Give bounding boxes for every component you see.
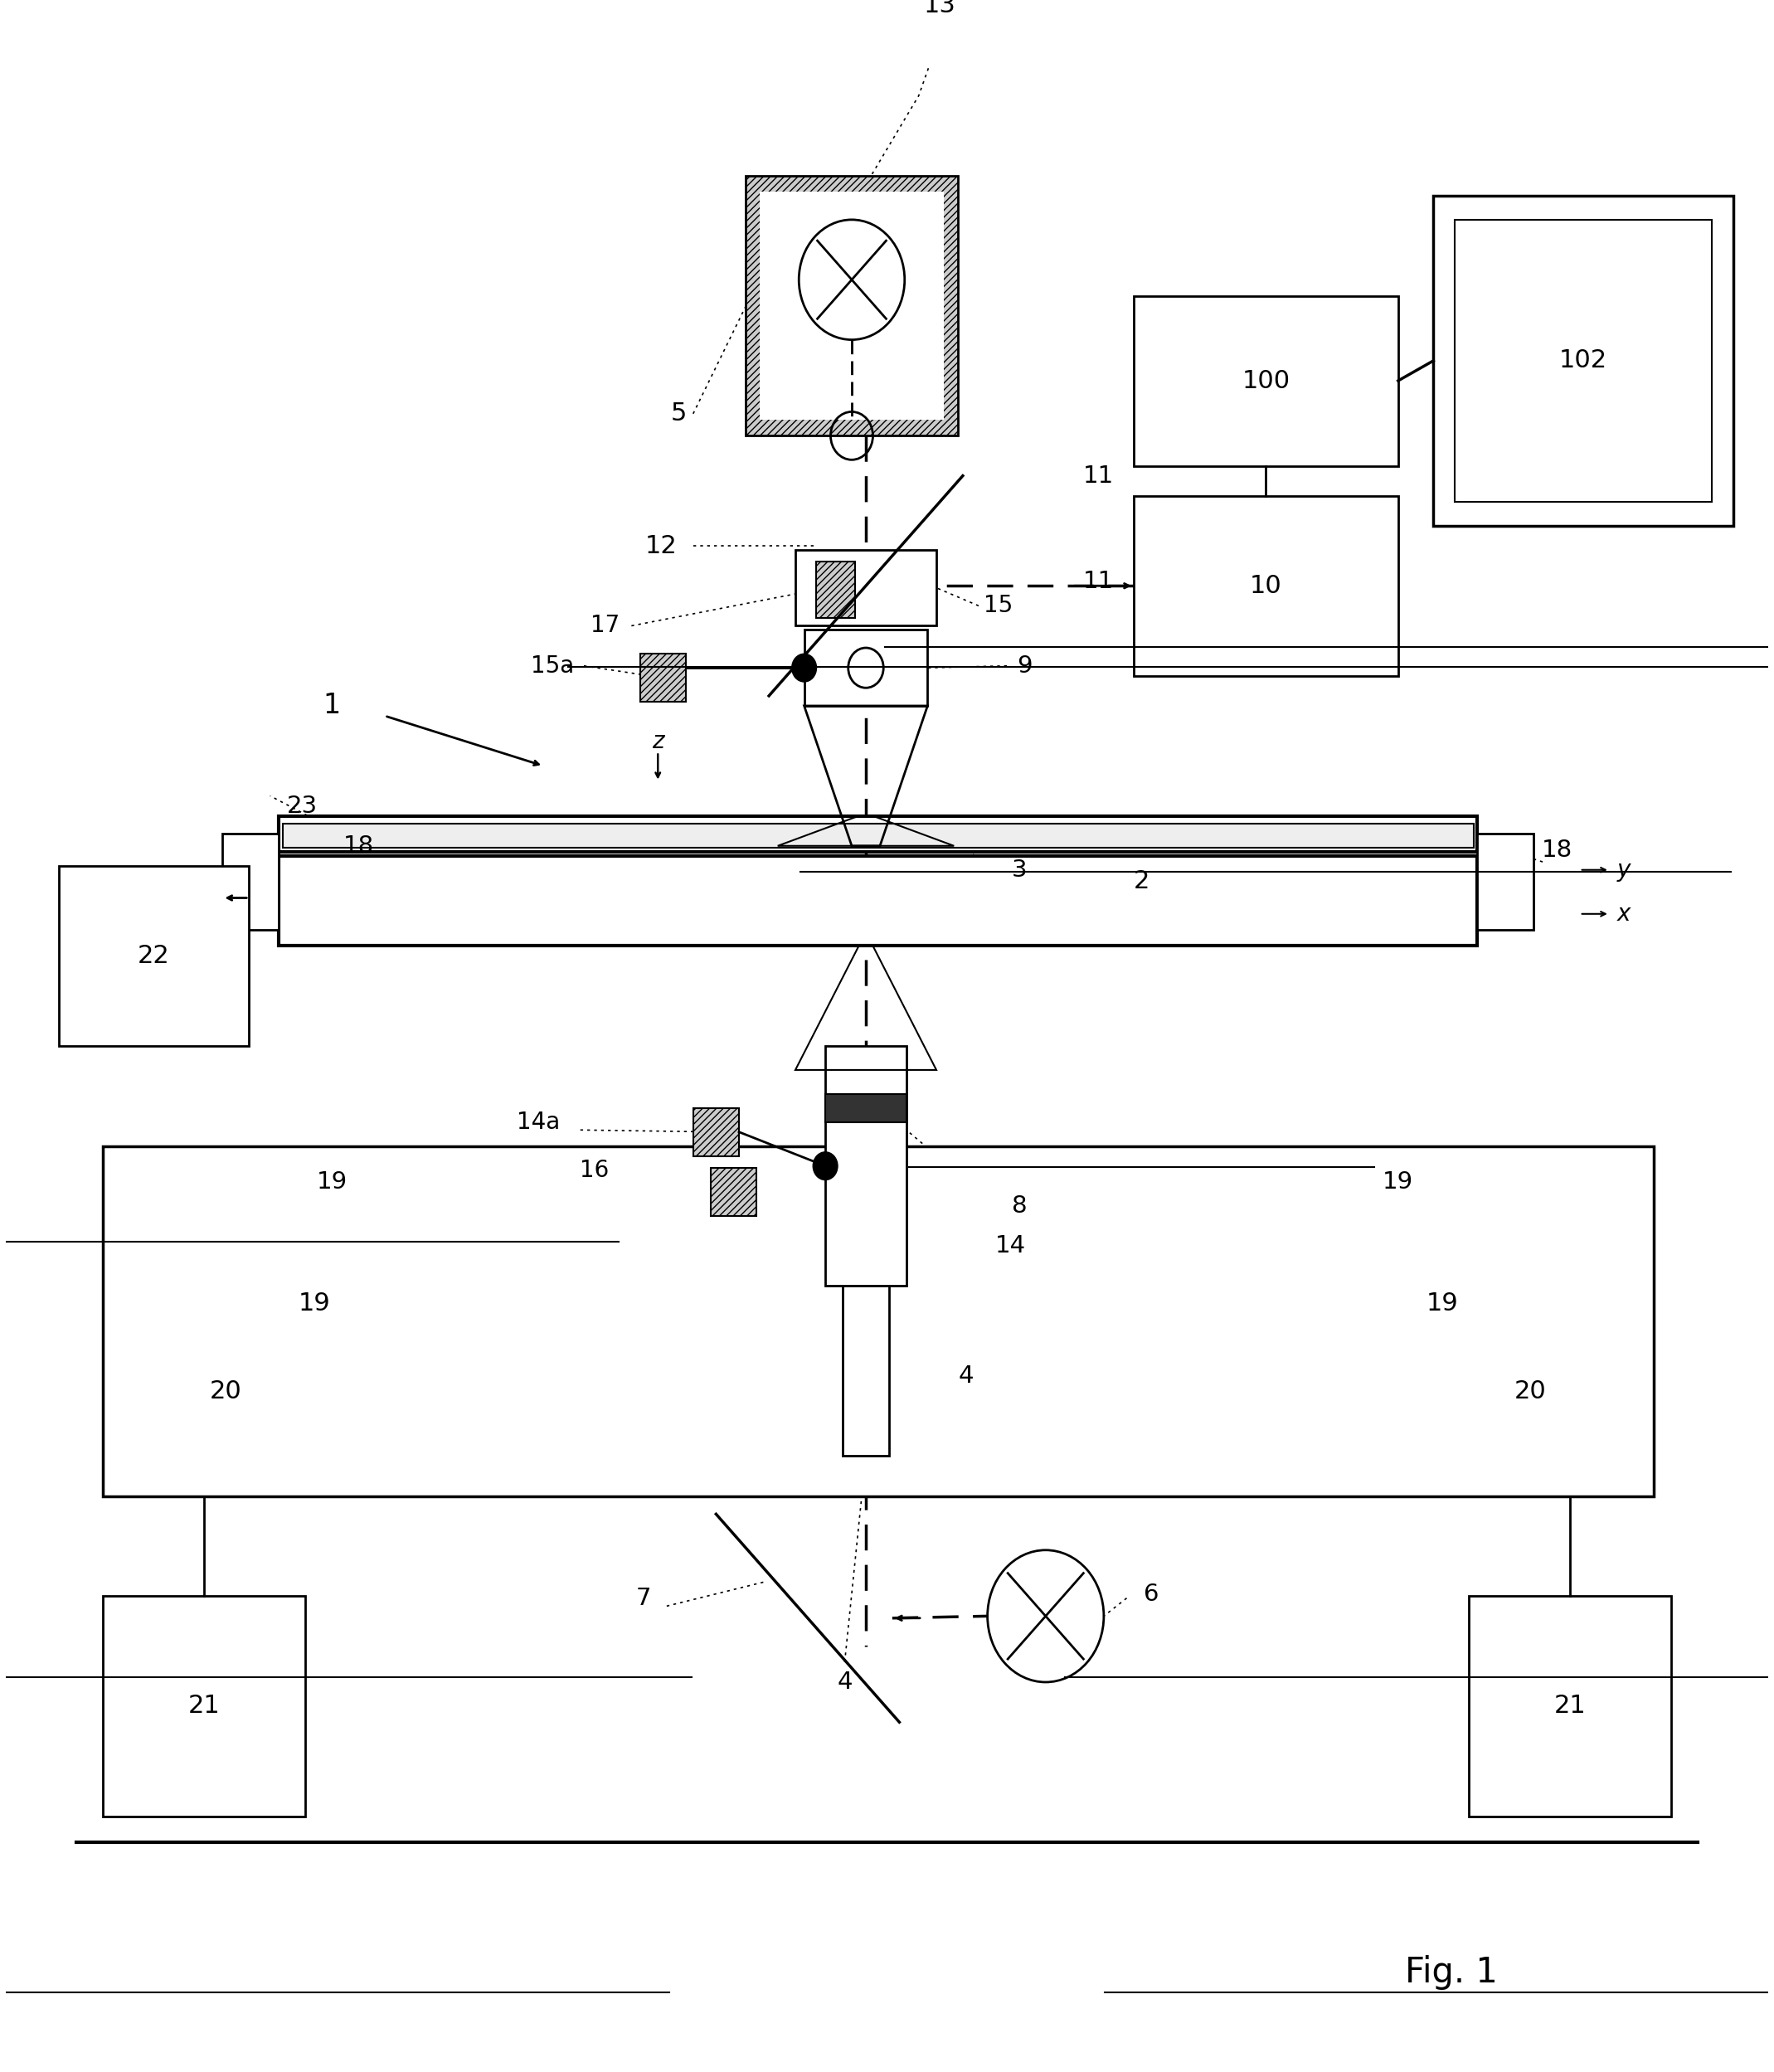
Text: 21: 21 (1554, 1695, 1586, 1718)
Text: 23: 23 (286, 794, 318, 818)
Text: 6: 6 (1144, 1583, 1158, 1606)
Bar (1469, 1595, 1671, 1817)
Text: y: y (1616, 858, 1630, 881)
Text: 14: 14 (995, 1235, 1025, 1258)
Bar (1134, 495, 1398, 675)
Text: 17: 17 (591, 613, 619, 638)
Text: 18: 18 (1542, 839, 1572, 862)
Bar (825, 1046, 907, 1287)
Text: 21: 21 (188, 1695, 220, 1718)
Bar (640, 655, 687, 702)
Bar (279, 856, 1478, 947)
Text: 19: 19 (1426, 1291, 1458, 1316)
Circle shape (812, 1152, 837, 1179)
Text: 1: 1 (323, 692, 341, 719)
Bar (804, 630, 928, 707)
Text: 19: 19 (298, 1291, 330, 1316)
Bar (1455, 220, 1712, 501)
Bar (816, 562, 855, 617)
Text: 5: 5 (671, 402, 687, 425)
Bar (103, 1595, 305, 1817)
Text: 13: 13 (924, 0, 956, 19)
Text: 19: 19 (316, 1171, 348, 1193)
Text: Fig. 1: Fig. 1 (1405, 1954, 1497, 1989)
Bar (282, 825, 1474, 847)
Text: x: x (1616, 901, 1630, 926)
Text: 19: 19 (1382, 1171, 1414, 1193)
Bar (1134, 296, 1398, 466)
Text: 7: 7 (637, 1587, 651, 1610)
Text: 4: 4 (837, 1670, 852, 1693)
Bar (747, 176, 958, 435)
Text: 18: 18 (342, 835, 374, 858)
Text: 3: 3 (1011, 858, 1027, 881)
Bar (1433, 195, 1733, 526)
Text: z: z (651, 729, 663, 754)
Text: 12: 12 (646, 535, 678, 557)
Bar (103, 1146, 1653, 1496)
Text: 9: 9 (1017, 655, 1032, 678)
Text: 11: 11 (1084, 570, 1114, 593)
Bar (279, 816, 1478, 852)
Text: 20: 20 (1515, 1380, 1547, 1403)
Text: 11: 11 (1084, 464, 1114, 487)
Bar (843, 1287, 889, 1457)
Text: 20: 20 (209, 1380, 241, 1403)
Circle shape (791, 655, 816, 682)
Bar (795, 549, 937, 626)
Text: 16: 16 (580, 1158, 608, 1181)
Bar (825, 1094, 907, 1121)
Bar (694, 1109, 740, 1156)
Text: 14a: 14a (516, 1111, 559, 1133)
Bar (759, 193, 944, 421)
Bar (1478, 833, 1535, 930)
Text: 22: 22 (138, 945, 170, 968)
Text: 100: 100 (1242, 369, 1290, 394)
Text: 2: 2 (1134, 868, 1150, 893)
Text: 4: 4 (958, 1365, 974, 1388)
Text: 10: 10 (1251, 574, 1283, 599)
Text: 8: 8 (1011, 1193, 1027, 1218)
Text: 102: 102 (1559, 348, 1607, 373)
Bar (222, 833, 279, 930)
Bar (711, 1169, 756, 1216)
Text: 15: 15 (983, 595, 1013, 617)
Bar (59, 866, 248, 1046)
Text: 15a: 15a (530, 655, 573, 678)
